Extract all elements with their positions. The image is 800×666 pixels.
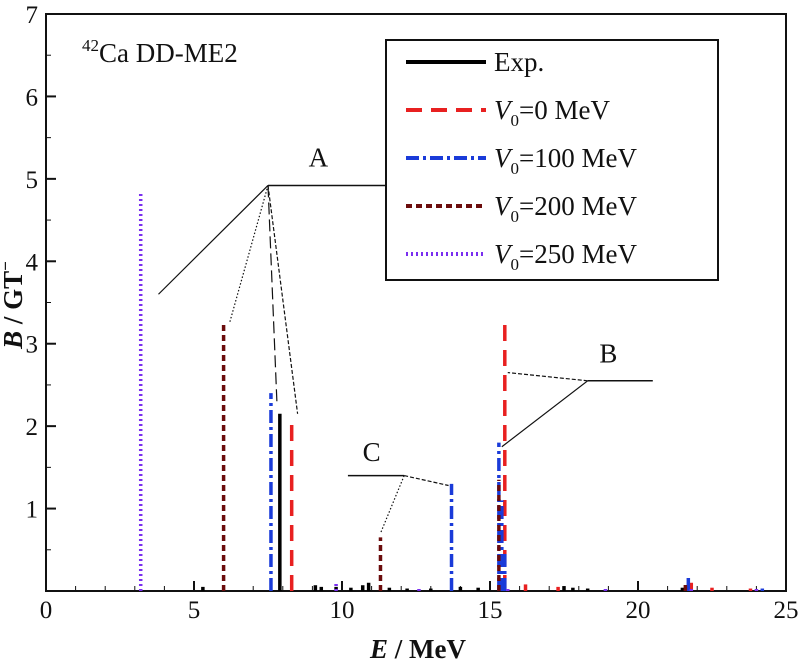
legend: Exp. V0=0 MeV V0=100 MeV V0=200 MeV V0=250 M… [385,39,719,281]
chart-title: 42Ca DD-ME2 [82,36,238,68]
annotation-leader [267,185,278,402]
y-tick-label: 2 [26,414,39,441]
y-tick-label: 3 [26,332,39,359]
y-axis-symbol: B [0,331,28,350]
series-3 [221,321,688,591]
legend-item-2: V0=100 MeV [406,143,637,178]
legend-item-0: Exp. [406,47,544,77]
y-ticks: 1 2 3 4 5 6 7 [26,2,56,551]
series-0 [201,413,691,591]
annotation-leader [267,185,299,414]
x-axis-label: E / MeV [369,634,466,664]
legend-item-1: V0=0 MeV [406,95,610,130]
legend-label: Exp. [494,47,544,77]
y-tick-label: 4 [26,249,39,276]
y-tick-label: 1 [26,497,39,524]
chart-title-main: Ca DD-ME2 [99,38,238,68]
x-tick-label: 15 [478,597,503,624]
x-axis-unit: / MeV [388,634,466,664]
annotation-leader [379,475,405,534]
annotation-label: B [599,339,617,369]
y-axis-label: B / GT− [0,261,28,350]
x-tick-label: 25 [774,597,799,624]
annotation-B: B [501,339,653,448]
legend-label: V0=100 MeV [494,143,637,178]
x-tick-label: 0 [40,597,53,624]
annotation-label: A [309,142,329,172]
legend-item-3: V0=200 MeV [406,191,637,226]
annotation-leader [228,185,269,324]
x-tick-label: 5 [188,597,201,624]
annotation-leader [501,380,589,448]
legend-item-4: V0=250 MeV [406,239,637,274]
y-axis-superscript: − [0,261,15,271]
series-4 [138,193,759,591]
annotation-leader [404,475,449,487]
annotation-C: C [347,437,449,534]
x-tick-label: 10 [330,597,355,624]
legend-label: V0=0 MeV [494,95,610,130]
annotation-leader [507,371,588,382]
legend-label: V0=200 MeV [494,191,637,226]
y-tick-label: 6 [26,84,39,111]
x-tick-label: 20 [626,597,651,624]
x-ticks: 0 5 10 15 20 25 [40,581,799,624]
x-axis-symbol: E [369,634,388,664]
series-1 [289,318,753,591]
y-tick-label: 7 [26,2,39,29]
y-tick-label: 5 [26,167,39,194]
y-axis-unit: / GT [0,271,28,331]
data-lines [138,193,765,591]
legend-label: V0=250 MeV [494,239,637,274]
annotation-label: C [363,437,381,467]
chart-title-superscript: 42 [82,36,99,55]
series-2 [269,393,765,591]
annotation-leader [158,185,269,295]
